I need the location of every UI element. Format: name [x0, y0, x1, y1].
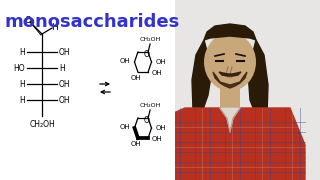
Text: CH₂OH: CH₂OH: [140, 37, 161, 42]
Text: CH₂OH: CH₂OH: [140, 103, 161, 108]
Text: H: H: [52, 22, 58, 32]
Text: monosaccharides: monosaccharides: [4, 13, 179, 31]
Text: OH: OH: [120, 58, 131, 64]
Text: OH: OH: [59, 80, 71, 89]
Ellipse shape: [204, 33, 256, 91]
Bar: [155, 0, 320, 180]
Polygon shape: [220, 108, 240, 130]
Bar: [0, 0, 175, 180]
Text: OH: OH: [131, 141, 141, 147]
Polygon shape: [204, 24, 256, 40]
Text: OH: OH: [59, 96, 71, 105]
Text: H: H: [19, 80, 25, 89]
Text: OH: OH: [156, 125, 166, 131]
Text: OH: OH: [59, 48, 71, 57]
Text: HO: HO: [13, 64, 25, 73]
Text: O: O: [144, 50, 150, 59]
Polygon shape: [155, 108, 305, 180]
Text: OH: OH: [120, 124, 131, 130]
Bar: [220, 88, 240, 108]
Text: OH: OH: [156, 59, 166, 65]
Polygon shape: [192, 40, 212, 130]
Text: CH₂OH: CH₂OH: [29, 120, 55, 129]
Text: OH: OH: [152, 136, 163, 142]
Text: OH: OH: [152, 70, 163, 76]
Polygon shape: [219, 72, 241, 76]
Text: O: O: [25, 15, 31, 24]
Text: O: O: [144, 116, 150, 125]
Text: H: H: [59, 64, 65, 73]
Polygon shape: [248, 40, 268, 135]
Text: OH: OH: [131, 75, 141, 81]
Text: H: H: [19, 48, 25, 57]
Text: H: H: [19, 96, 25, 105]
Polygon shape: [213, 72, 247, 88]
